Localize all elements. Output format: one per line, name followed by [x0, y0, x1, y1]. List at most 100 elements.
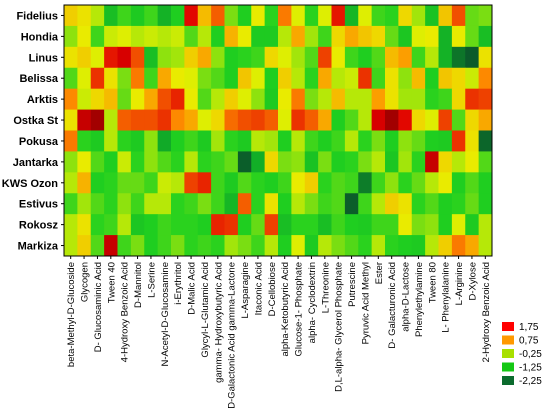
- column-label: Itaconic Acid: [253, 262, 264, 315]
- heatmap-cell: [211, 5, 225, 27]
- heatmap-cell: [425, 130, 439, 152]
- heatmap-cell: [77, 88, 92, 110]
- heatmap-cell: [411, 172, 426, 194]
- heatmap-cell: [371, 151, 386, 173]
- heatmap-cell: [344, 109, 359, 131]
- heatmap-cell: [144, 151, 159, 173]
- heatmap-cell: [425, 214, 439, 236]
- heatmap-cell: [117, 193, 132, 215]
- heatmap-cell: [117, 5, 132, 27]
- heatmap-cell: [77, 172, 92, 194]
- heatmap-cell: [318, 235, 332, 257]
- heatmap-cell: [211, 235, 225, 257]
- heatmap-cell: [465, 25, 480, 48]
- heatmap-cell: [104, 235, 118, 257]
- column-label: gamma- Hydroxybutyric Acid: [213, 262, 224, 383]
- legend-label: -2,25: [519, 376, 542, 387]
- heatmap-cell: [144, 109, 159, 131]
- heatmap-cell: [304, 172, 319, 194]
- heatmap-cell: [77, 109, 92, 131]
- heatmap-cell: [358, 193, 373, 215]
- legend-swatch: [502, 335, 514, 345]
- heatmap-cell: [77, 46, 92, 69]
- column-label: 4-Hydroxy Benzoic Acid: [120, 262, 131, 362]
- heatmap-cell: [331, 214, 346, 236]
- heatmap-cell: [438, 5, 453, 27]
- heatmap-cell: [197, 67, 212, 90]
- heatmap-cell: [465, 109, 480, 131]
- heatmap-cell: [197, 88, 212, 110]
- heatmap-cell: [371, 109, 386, 131]
- heatmap-cell: [237, 193, 252, 215]
- heatmap-cell: [251, 109, 266, 131]
- legend-swatch: [502, 376, 514, 385]
- heatmap-cell: [197, 151, 212, 173]
- heatmap-cell: [64, 46, 78, 69]
- heatmap-cell: [385, 46, 399, 69]
- heatmap-cell: [237, 214, 252, 236]
- column-label: D-Malic Acid: [187, 262, 198, 315]
- heatmap-cell: [425, 109, 439, 131]
- heatmap-cell: [358, 235, 373, 257]
- heatmap-cell: [130, 130, 145, 152]
- heatmap-cell: [478, 214, 493, 236]
- heatmap-cell: [425, 193, 439, 215]
- heatmap-cell: [411, 5, 426, 27]
- heatmap-cell: [117, 67, 132, 90]
- heatmap-cell: [224, 214, 239, 236]
- heatmap-cell: [411, 46, 426, 69]
- heatmap-cell: [184, 214, 199, 236]
- column-label: Glycyl-L-Glutamic Acid: [200, 262, 211, 358]
- heatmap-cell: [465, 130, 480, 152]
- heatmap-cell: [411, 67, 426, 90]
- heatmap-cell: [465, 193, 480, 215]
- heatmap-cell: [398, 151, 413, 173]
- heatmap-cell: [451, 5, 466, 27]
- heatmap-cell: [171, 235, 185, 257]
- column-label: L-Serine: [146, 262, 157, 298]
- heatmap-cell: [478, 193, 493, 215]
- heatmap-cell: [398, 130, 413, 152]
- heatmap-cell: [144, 5, 159, 27]
- heatmap-cell: [438, 88, 453, 110]
- heatmap-cell: [130, 5, 145, 27]
- column-label: L-Arginine: [454, 262, 465, 305]
- heatmap-cell: [251, 151, 266, 173]
- row-label: Hondia: [21, 31, 59, 43]
- column-label: i-Erythritol: [173, 262, 184, 305]
- heatmap-cell: [344, 151, 359, 173]
- heatmap-cell: [77, 235, 92, 257]
- heatmap-cell: [478, 151, 493, 173]
- heatmap-cell: [278, 151, 292, 173]
- heatmap-cell: [318, 67, 332, 90]
- heatmap-cell: [117, 46, 132, 69]
- heatmap-cell: [371, 5, 386, 27]
- heatmap-cell: [211, 130, 225, 152]
- row-label: Markiza: [18, 241, 59, 253]
- heatmap-cell: [144, 88, 159, 110]
- heatmap-cell: [398, 5, 413, 27]
- heatmap-cell: [224, 46, 239, 69]
- heatmap-cell: [331, 109, 346, 131]
- heatmap-cell: [224, 5, 239, 27]
- heatmap-cell: [318, 172, 332, 194]
- heatmap-cell: [117, 88, 132, 110]
- heatmap-cell: [264, 235, 279, 257]
- heatmap-cell: [425, 235, 439, 257]
- heatmap-cell: [331, 5, 346, 27]
- heatmap-cell: [184, 5, 199, 27]
- heatmap-cell: [171, 193, 185, 215]
- heatmap-cell: [197, 130, 212, 152]
- heatmap-cell: [465, 151, 480, 173]
- heatmap-cell: [64, 193, 78, 215]
- heatmap-cell: [411, 214, 426, 236]
- heatmap-cell: [104, 214, 118, 236]
- heatmap-cell: [117, 151, 132, 173]
- row-labels: Fidelius Hondia Linus Belissa Arktis Ostka St…: [2, 10, 64, 253]
- heatmap-cell: [478, 109, 493, 131]
- heatmap-cell: [451, 193, 466, 215]
- heatmap-cell: [438, 172, 453, 194]
- heatmap-cell: [64, 172, 78, 194]
- heatmap-cell: [77, 67, 92, 90]
- heatmap-cell: [304, 109, 319, 131]
